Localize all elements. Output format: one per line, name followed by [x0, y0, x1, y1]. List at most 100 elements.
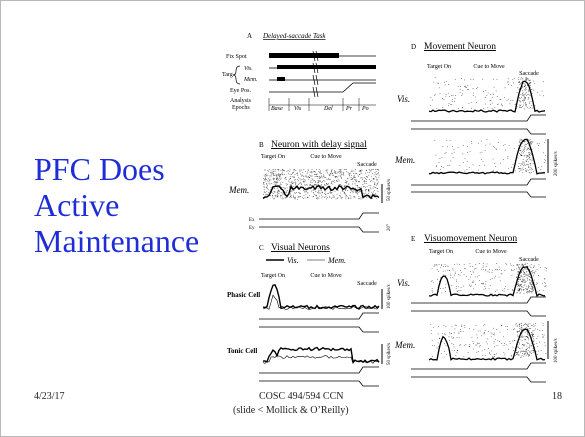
spike-tick [300, 197, 301, 198]
spike-tick [530, 284, 531, 285]
d-eye-traces [411, 115, 546, 197]
spike-tick [310, 184, 311, 185]
spike-tick [518, 277, 519, 278]
spike-tick [375, 183, 376, 184]
spike-tick [525, 264, 526, 265]
spike-tick [298, 192, 299, 193]
spike-tick [286, 197, 287, 198]
spike-tick [519, 285, 520, 286]
spike-tick [535, 271, 536, 272]
spike-tick [432, 288, 433, 289]
spike-tick [372, 174, 373, 175]
spike-tick [493, 334, 494, 335]
spike-tick [524, 96, 525, 97]
spike-tick [328, 184, 329, 185]
spike-tick [462, 107, 463, 108]
spike-tick [531, 168, 532, 169]
spike-tick [280, 186, 281, 187]
spike-tick [486, 342, 487, 343]
spike-tick [531, 325, 532, 326]
spike-tick [435, 77, 436, 78]
spike-tick [530, 288, 531, 289]
spike-tick [524, 86, 525, 87]
spike-tick [320, 193, 321, 194]
spike-tick [305, 177, 306, 178]
spike-tick [371, 171, 372, 172]
spike-tick [365, 190, 366, 191]
spike-tick [524, 146, 525, 147]
spike-tick [523, 282, 524, 283]
spike-tick [526, 92, 527, 93]
spike-tick [519, 332, 520, 333]
spike-tick [265, 178, 266, 179]
spike-tick [372, 198, 373, 199]
spike-tick [524, 351, 525, 352]
spike-tick [521, 88, 522, 89]
spike-tick [523, 271, 524, 272]
spike-tick [523, 266, 524, 267]
spike-tick [345, 190, 346, 191]
spike-tick [526, 292, 527, 293]
spike-tick [530, 291, 531, 292]
spike-tick [467, 85, 468, 86]
spike-tick [277, 179, 278, 180]
spike-tick [533, 351, 534, 352]
spike-tick [315, 172, 316, 173]
spike-tick [344, 170, 345, 171]
c-tonic-scale: 50 spikes/s [387, 343, 392, 365]
spike-tick [532, 273, 533, 274]
spike-tick [529, 91, 530, 92]
spike-tick [524, 354, 525, 355]
spike-tick [525, 145, 526, 146]
spike-tick [537, 354, 538, 355]
spike-tick [469, 346, 470, 347]
spike-tick [525, 274, 526, 275]
spike-tick [373, 169, 374, 170]
spike-tick [307, 193, 308, 194]
spike-tick [358, 175, 359, 176]
spike-tick [439, 162, 440, 163]
panel-d-letter: D [411, 43, 416, 51]
spike-tick [522, 267, 523, 268]
spike-tick [522, 344, 523, 345]
spike-tick [489, 269, 490, 270]
spike-tick [519, 290, 520, 291]
spike-tick [532, 108, 533, 109]
spike-tick [485, 150, 486, 151]
spike-tick [352, 188, 353, 189]
spike-tick [512, 79, 513, 80]
spike-tick [273, 180, 274, 181]
spike-tick [527, 337, 528, 338]
spike-tick [355, 170, 356, 171]
row-eye-pos: Eye Pos. [230, 88, 252, 94]
spike-tick [335, 176, 336, 177]
spike-tick [528, 274, 529, 275]
spike-tick [350, 173, 351, 174]
spike-tick [290, 176, 291, 177]
spike-tick [533, 284, 534, 285]
spike-tick [269, 169, 270, 170]
spike-tick [523, 351, 524, 352]
spike-tick [530, 149, 531, 150]
panel-a-letter: A [247, 32, 252, 40]
spike-tick [525, 281, 526, 282]
spike-tick [533, 342, 534, 343]
spike-tick [320, 181, 321, 182]
spike-tick [273, 173, 274, 174]
spike-tick [514, 269, 515, 270]
spike-tick [520, 277, 521, 278]
spike-tick [365, 191, 366, 192]
spike-tick [481, 141, 482, 142]
spike-tick [341, 178, 342, 179]
spike-tick [312, 176, 313, 177]
spike-tick [313, 197, 314, 198]
spike-tick [332, 173, 333, 174]
spike-tick [290, 174, 291, 175]
spike-tick [526, 349, 527, 350]
spike-tick [522, 270, 523, 271]
spike-tick [271, 176, 272, 177]
panel-b-title: Neuron with delay signal [271, 140, 367, 150]
spike-tick [286, 185, 287, 186]
spike-tick [523, 267, 524, 268]
spike-tick [527, 78, 528, 79]
